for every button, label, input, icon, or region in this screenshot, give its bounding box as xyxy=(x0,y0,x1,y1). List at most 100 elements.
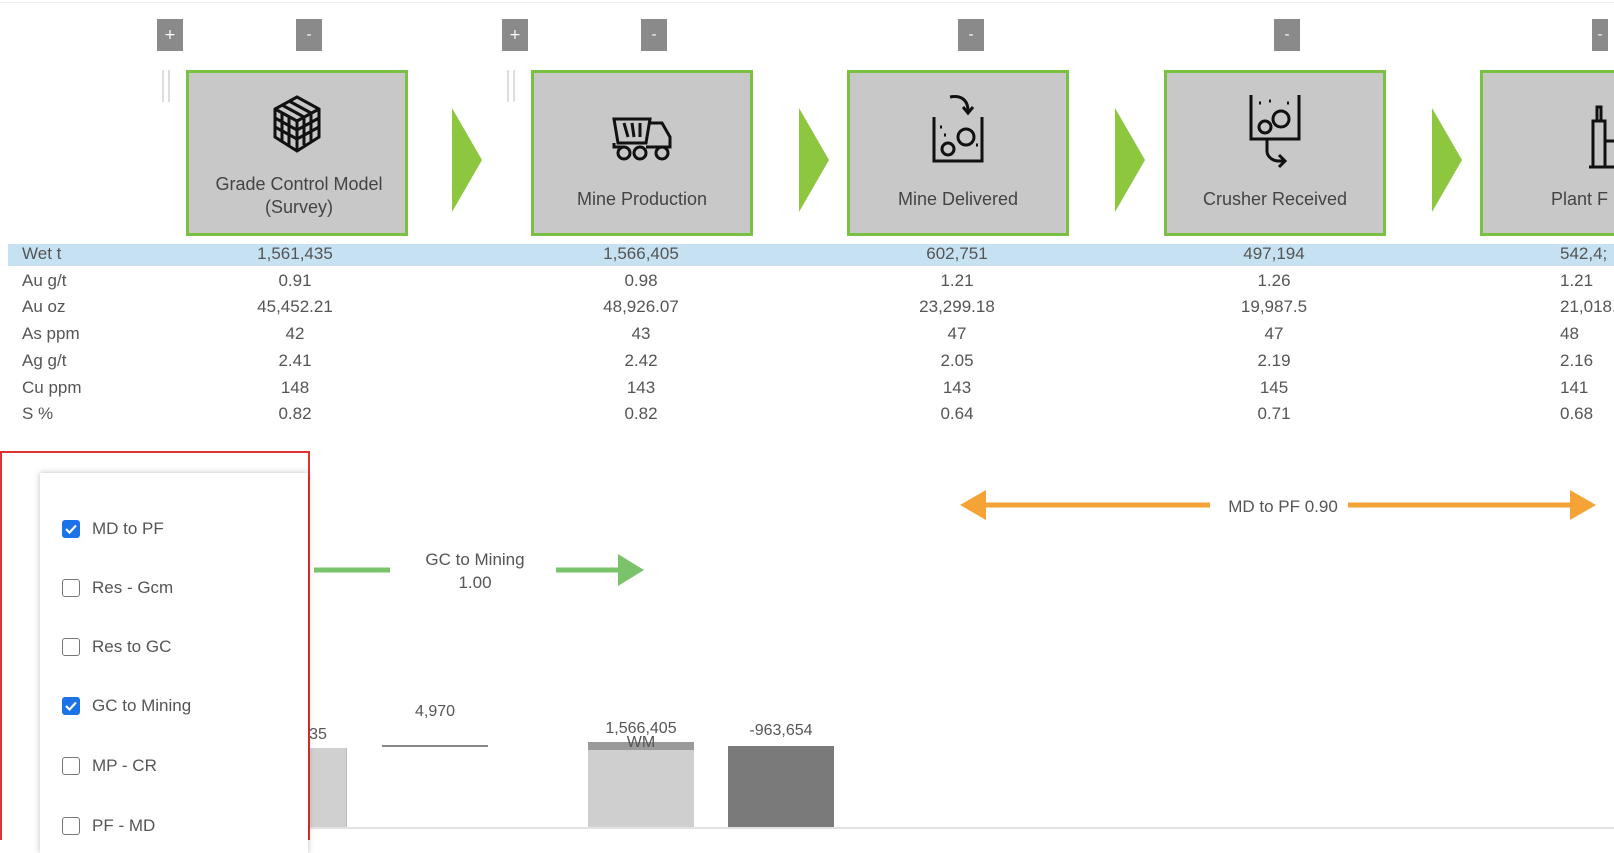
waterfall-bar[interactable] xyxy=(588,742,694,827)
metric-cell: 1.26 xyxy=(1257,271,1291,290)
metric-cell: 2.16 xyxy=(1560,351,1594,370)
metric-cell: 1.21 xyxy=(1560,271,1594,290)
gc-to-mining-label: GC to Mining xyxy=(425,550,525,569)
metric-cell: 0.64 xyxy=(940,404,974,423)
stage-label: Plant F xyxy=(1551,189,1609,209)
checkbox-unchecked[interactable] xyxy=(62,757,80,775)
stage-crusher-received[interactable]: Crusher Received xyxy=(1164,70,1386,236)
stage-label: Crusher Received xyxy=(1202,189,1348,209)
options-panel: MD to PF Res - Gcm Res to GC GC to Mining MP… xyxy=(40,473,308,853)
metric-cell: 143 xyxy=(626,378,656,397)
metric-cell: 145 xyxy=(1259,378,1289,397)
flow-chevron-icon xyxy=(1115,108,1145,212)
gc-to-mining-value: 1.00 xyxy=(458,573,492,592)
stage-plant[interactable]: Plant F xyxy=(1480,70,1614,236)
metric-cell: 0.71 xyxy=(1257,404,1291,423)
metric-cell: 47 xyxy=(1264,324,1284,343)
plant-icon xyxy=(1589,105,1614,169)
metric-cell: 2.42 xyxy=(624,351,658,370)
metric-cell: 47 xyxy=(947,324,967,343)
drag-handle[interactable] xyxy=(507,70,515,102)
bar-value-label: -963,654 xyxy=(749,722,813,739)
collapse-button[interactable]: - xyxy=(1592,19,1608,51)
metric-cell: 48 xyxy=(1560,324,1579,343)
stage-mine-production[interactable]: Mine Production xyxy=(531,70,753,236)
cube-icon xyxy=(273,95,321,153)
expand-button[interactable]: + xyxy=(502,19,528,51)
checkmark-icon xyxy=(65,701,77,711)
menu-option[interactable]: Res - Gcm xyxy=(62,574,173,602)
metric-label: S % xyxy=(22,404,54,423)
metric-cell: 0.82 xyxy=(278,404,312,423)
flow-chevron-icon xyxy=(452,108,482,212)
metric-label: As ppm xyxy=(22,324,80,343)
top-divider xyxy=(0,2,1614,3)
option-label: PF - MD xyxy=(92,816,156,835)
crusher-icon xyxy=(1249,95,1301,169)
checkbox-unchecked[interactable] xyxy=(62,638,80,656)
metric-cell: 542,4; xyxy=(1560,244,1608,263)
waterfall-bar[interactable] xyxy=(728,746,834,827)
metric-cell: 602,751 xyxy=(926,244,988,263)
checkbox-checked[interactable] xyxy=(62,697,80,715)
flow-chevron-icon xyxy=(1432,108,1462,212)
metric-cell: 2.05 xyxy=(940,351,974,370)
metric-label: Wet t xyxy=(22,244,62,263)
metric-cell: 2.19 xyxy=(1257,351,1291,370)
metric-label: Au oz xyxy=(22,297,66,316)
md-to-pf-label: MD to PF 0.90 xyxy=(1228,497,1338,516)
stage-grade-control-model[interactable]: Grade Control Model (Survey) xyxy=(186,70,408,236)
metric-cell: 141 xyxy=(1560,378,1589,397)
menu-option[interactable]: GC to Mining xyxy=(62,692,191,720)
metric-cell: 0.91 xyxy=(278,271,312,290)
selection-dropdown: MD to PF Res - Gcm Res to GC GC to Mining MP… xyxy=(0,451,310,853)
stage-mine-delivered[interactable]: Mine Delivered xyxy=(847,70,1069,236)
metric-cell: 1,566,405 xyxy=(603,244,679,263)
checkmark-icon xyxy=(65,524,77,534)
metric-cell: 42 xyxy=(285,324,305,343)
metric-cell: 0.82 xyxy=(624,404,658,423)
expand-button[interactable]: + xyxy=(157,19,183,51)
bar-category-label: WM xyxy=(626,734,656,751)
metric-cell: 497,194 xyxy=(1243,244,1305,263)
bar-value-label: 35 xyxy=(309,726,327,743)
collapse-button[interactable]: - xyxy=(1274,19,1300,51)
chart-axis xyxy=(300,827,1614,829)
bar-value-label: 1,566,405 xyxy=(605,720,677,737)
dump-truck-icon xyxy=(612,117,672,161)
metric-cell: 143 xyxy=(942,378,972,397)
option-label: MP - CR xyxy=(92,756,157,775)
menu-option[interactable]: MD to PF xyxy=(62,515,164,543)
option-label: Res - Gcm xyxy=(92,578,174,597)
checkbox-unchecked[interactable] xyxy=(62,817,80,835)
stage-label: Mine Production xyxy=(576,189,708,209)
metric-label: Au g/t xyxy=(22,271,67,290)
gc-to-mining-arrow xyxy=(314,554,644,586)
metric-cell: 1.21 xyxy=(940,271,974,290)
collapse-button[interactable]: - xyxy=(296,19,322,51)
metric-cell: 21,018. xyxy=(1560,297,1614,316)
metric-label: Cu ppm xyxy=(22,378,82,397)
drag-handle[interactable] xyxy=(162,70,170,102)
option-label: MD to PF xyxy=(92,519,164,538)
metric-cell: 48,926.07 xyxy=(603,297,679,316)
metric-label: Ag g/t xyxy=(22,351,67,370)
waterfall-bar[interactable] xyxy=(306,748,347,827)
checkbox-checked[interactable] xyxy=(62,520,80,538)
selected-row-highlight xyxy=(8,244,1614,266)
metric-cell: 1,561,435 xyxy=(257,244,333,263)
mine-delivered-icon xyxy=(932,95,984,163)
metric-cell: 0.98 xyxy=(624,271,658,290)
checkbox-unchecked[interactable] xyxy=(62,579,80,597)
menu-option[interactable]: Res to GC xyxy=(62,633,171,661)
bar-value-label: 4,970 xyxy=(414,703,456,720)
md-to-pf-arrow xyxy=(960,490,1596,520)
collapse-button[interactable]: - xyxy=(958,19,984,51)
menu-option[interactable]: PF - MD xyxy=(62,812,155,840)
metric-cell: 45,452.21 xyxy=(257,297,333,316)
stage-label: Grade Control Model (Survey) xyxy=(215,174,383,217)
collapse-button[interactable]: - xyxy=(641,19,667,51)
menu-option[interactable]: MP - CR xyxy=(62,752,157,780)
flow-chevron-icon xyxy=(799,108,829,212)
metric-cell: 19,987.5 xyxy=(1240,297,1308,316)
